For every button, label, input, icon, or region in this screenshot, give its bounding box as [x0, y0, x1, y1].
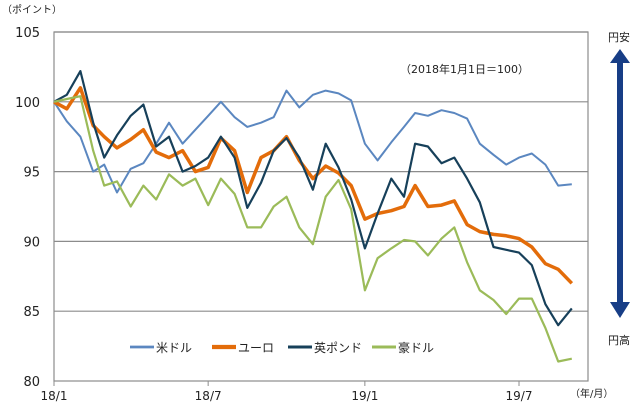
x-tick-label: 18/7	[195, 389, 222, 403]
y-unit-label: （ポイント）	[2, 4, 62, 16]
legend-label: 英ポンド	[314, 341, 362, 355]
x-ticks: 18/1 18/7 19/1 19/7	[41, 381, 533, 403]
y-tick-label: 105	[15, 26, 40, 41]
y-tick-label: 90	[23, 235, 40, 250]
arrow-up-head	[610, 49, 630, 63]
yen-direction-arrow: 円安 円高	[608, 30, 630, 347]
yen-strong-label: 円高	[608, 333, 630, 347]
x-tick-label: 19/1	[351, 389, 378, 403]
arrow-shaft	[617, 62, 623, 302]
legend-label: ユーロ	[238, 341, 274, 355]
legend-label: 米ドル	[156, 341, 192, 355]
series-line	[53, 86, 574, 285]
arrow-down-head	[610, 302, 630, 318]
legend-label: 豪ドル	[398, 340, 434, 355]
x-tick-label: 19/7	[506, 389, 533, 403]
y-ticks: 80 85 90 95 100 105	[15, 26, 40, 390]
grid	[53, 31, 589, 382]
legend: 米ドル ユーロ 英ポンド 豪ドル	[130, 340, 434, 355]
series-line	[53, 95, 573, 363]
yen-weak-label: 円安	[608, 30, 630, 44]
plot-frame	[53, 31, 589, 382]
x-unit-label: （年/月）	[570, 387, 613, 400]
y-tick-label: 85	[23, 305, 40, 320]
series-line	[53, 89, 572, 194]
y-tick-label: 95	[23, 166, 40, 181]
chart-note: （2018年1月1日＝100）	[400, 62, 529, 76]
x-tick-label: 18/1	[41, 389, 68, 403]
y-tick-label: 80	[23, 375, 40, 390]
series-line	[53, 69, 573, 327]
series-lines	[53, 69, 574, 363]
y-tick-label: 100	[15, 96, 40, 111]
